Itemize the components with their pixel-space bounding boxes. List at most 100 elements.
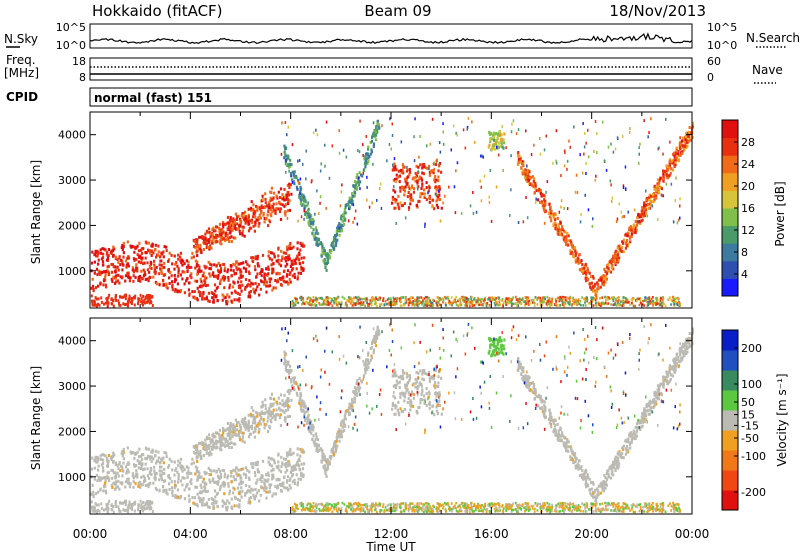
velocity-cell bbox=[222, 431, 225, 435]
power-cell bbox=[222, 225, 225, 229]
power-cell bbox=[182, 259, 185, 263]
power-cell bbox=[522, 297, 524, 300]
velocity-cell bbox=[200, 491, 203, 495]
power-cell bbox=[629, 236, 632, 240]
power-cell bbox=[300, 202, 303, 206]
power-cell bbox=[613, 303, 616, 306]
velocity-cell bbox=[201, 441, 204, 445]
power-cell bbox=[140, 300, 143, 304]
power-cell bbox=[563, 303, 566, 306]
power-cell bbox=[137, 300, 140, 304]
power-cell bbox=[128, 279, 131, 283]
power-cell bbox=[226, 238, 229, 241]
velocity-cell bbox=[108, 477, 111, 481]
power-cell bbox=[666, 168, 670, 172]
power-cell bbox=[624, 297, 627, 300]
power-cell bbox=[219, 263, 222, 267]
velocity-cell bbox=[94, 457, 97, 461]
power-cell bbox=[642, 299, 644, 303]
velocity-cell bbox=[232, 468, 235, 472]
power-cell bbox=[612, 296, 615, 299]
power-cell bbox=[588, 302, 590, 305]
power-cell bbox=[242, 266, 245, 270]
velocity-cell bbox=[95, 473, 98, 477]
power-cell bbox=[338, 229, 342, 233]
power-cell bbox=[198, 268, 201, 272]
power-cell bbox=[438, 198, 442, 201]
power-cell bbox=[200, 292, 203, 296]
power-cell bbox=[159, 259, 162, 263]
power-cell bbox=[162, 250, 165, 254]
power-cell bbox=[679, 216, 681, 220]
power-cell bbox=[662, 152, 664, 156]
velocity-cell bbox=[174, 483, 177, 487]
velocity-cell bbox=[183, 497, 186, 501]
velocity-cell bbox=[162, 479, 165, 483]
power-cell bbox=[295, 257, 298, 261]
velocity-cell bbox=[119, 464, 123, 468]
power-cell bbox=[601, 296, 604, 299]
power-cell bbox=[447, 298, 450, 301]
velocity-cell bbox=[190, 482, 193, 486]
velocity-cell bbox=[296, 481, 299, 485]
velocity-cell bbox=[197, 470, 200, 474]
power-cell bbox=[97, 297, 100, 301]
power-cell bbox=[250, 256, 253, 260]
velocity-cell bbox=[372, 348, 375, 352]
power-cell bbox=[622, 302, 625, 305]
velocity-cell bbox=[227, 443, 230, 447]
power-cell bbox=[423, 188, 426, 192]
velocity-cell bbox=[226, 421, 230, 425]
power-cell bbox=[526, 164, 528, 168]
velocity-cell bbox=[145, 457, 148, 461]
velocity-cell bbox=[93, 477, 96, 481]
velocity-cell bbox=[96, 479, 99, 483]
power-cell bbox=[584, 262, 587, 266]
power-cell bbox=[247, 220, 250, 224]
power-cell bbox=[303, 209, 305, 213]
power-cell bbox=[613, 256, 616, 260]
power-cell bbox=[128, 294, 131, 298]
power-cell bbox=[212, 271, 215, 275]
power-cell bbox=[480, 300, 482, 304]
power-cell bbox=[215, 236, 218, 239]
power-cell bbox=[473, 297, 476, 301]
power-cell bbox=[428, 200, 431, 204]
power-cell bbox=[285, 274, 289, 278]
power-cell bbox=[595, 301, 597, 304]
velocity-cell bbox=[272, 408, 275, 412]
power-cell bbox=[288, 273, 291, 276]
velocity-cell bbox=[138, 447, 141, 451]
power-cell bbox=[505, 146, 507, 150]
power-cell bbox=[295, 300, 297, 303]
power-cell bbox=[674, 297, 677, 300]
velocity-cell bbox=[207, 466, 210, 470]
power-cell bbox=[301, 193, 304, 197]
power-cell bbox=[124, 303, 126, 306]
power-cell bbox=[281, 278, 284, 281]
velocity-cell bbox=[161, 485, 165, 489]
power-cell bbox=[90, 261, 94, 265]
power-cell bbox=[541, 299, 543, 303]
power-cell bbox=[549, 206, 552, 210]
power-cell bbox=[233, 281, 236, 285]
power-cell bbox=[448, 185, 450, 189]
power-cell bbox=[569, 252, 572, 256]
power-cell bbox=[117, 268, 120, 272]
power-cell bbox=[589, 285, 592, 289]
power-cell bbox=[581, 267, 584, 271]
power-cell bbox=[433, 178, 436, 182]
power-cell bbox=[132, 279, 135, 283]
power-cell bbox=[312, 131, 315, 135]
velocity-cell bbox=[241, 435, 244, 439]
power-cell bbox=[296, 255, 299, 259]
power-cell bbox=[629, 127, 631, 130]
power-cell bbox=[341, 224, 344, 228]
power-cell bbox=[165, 282, 168, 286]
velocity-cell bbox=[163, 489, 166, 493]
power-cell bbox=[267, 205, 271, 209]
power-cell bbox=[622, 184, 625, 188]
power-cell bbox=[327, 257, 330, 261]
velocity-cell bbox=[248, 428, 251, 432]
power-cell bbox=[416, 185, 419, 189]
